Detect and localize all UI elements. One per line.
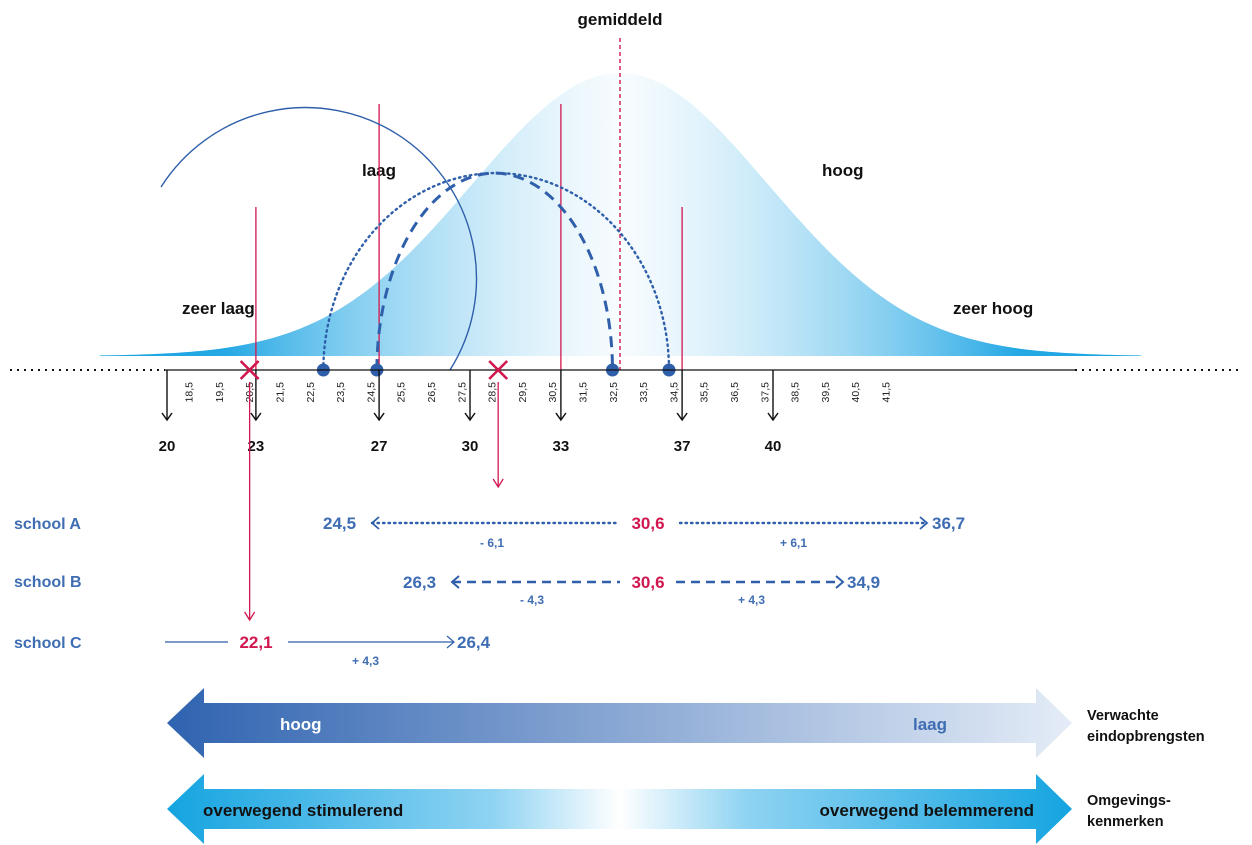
score-marker-30-6 — [488, 360, 509, 380]
minor-tick-label: 37,5 — [759, 382, 771, 403]
school-b-label: school B — [14, 574, 82, 591]
minor-tick-label: 28,5 — [487, 382, 499, 403]
major-ticks: 20 23 27 30 33 37 40 — [159, 370, 782, 455]
minor-tick-label: 38,5 — [790, 382, 802, 403]
major-tick-label: 33 — [553, 438, 570, 455]
environment-right-label: overwegend belemmerend — [820, 801, 1034, 820]
school-c-score: 22,1 — [239, 633, 272, 652]
major-tick-label: 40 — [765, 438, 782, 455]
school-a-right-arrowhead — [919, 516, 929, 530]
school-c-plus: + 4,3 — [352, 654, 379, 668]
major-tick-label: 27 — [371, 438, 388, 455]
minor-tick-label: 39,5 — [820, 382, 832, 403]
school-a-label: school A — [14, 516, 81, 533]
score-drop-arrowhead-c — [244, 611, 256, 622]
minor-tick-label: 32,5 — [608, 382, 620, 403]
minor-tick-label: 36,5 — [729, 382, 741, 403]
minor-tick-label: 40,5 — [850, 382, 862, 403]
environment-left-label: overwegend stimulerend — [203, 801, 403, 820]
minor-tick-label: 41,5 — [880, 382, 892, 403]
region-label-zeer-hoog: zeer hoog — [953, 299, 1033, 318]
school-b-low: 26,3 — [403, 573, 436, 592]
environment-arrow-shape — [167, 774, 1072, 844]
minor-tick-label: 19,5 — [214, 382, 226, 403]
school-a-low: 24,5 — [323, 514, 356, 533]
expected-results-right-label: laag — [913, 715, 947, 734]
minor-tick-label: 35,5 — [699, 382, 711, 403]
school-c-arc — [160, 106, 478, 371]
minor-tick-label: 34,5 — [668, 382, 680, 403]
minor-tick-label: 29,5 — [517, 382, 529, 403]
minor-tick-label: 30,5 — [547, 382, 559, 403]
school-b-left-arrowhead — [450, 575, 460, 589]
school-b-minus: - 4,3 — [520, 593, 544, 607]
minor-ticks: 18,519,520,521,522,523,524,525,526,527,5… — [184, 382, 893, 403]
bell-curve — [100, 73, 1142, 356]
score-markers — [239, 360, 509, 622]
minor-tick-label: 21,5 — [274, 382, 286, 403]
minor-tick-label: 31,5 — [577, 382, 589, 403]
major-tick-label: 37 — [674, 438, 691, 455]
minor-tick-label: 23,5 — [335, 382, 347, 403]
school-rows: school A 24,5 30,6 36,7 - 6,1 + 6,1 scho… — [14, 514, 965, 668]
score-marker-22-1 — [239, 360, 260, 380]
school-c-high: 26,4 — [457, 633, 491, 652]
minor-tick-label: 22,5 — [305, 382, 317, 403]
school-a-plus: + 6,1 — [780, 536, 807, 550]
expected-results-arrow-shape — [167, 688, 1072, 758]
expected-results-side-label-1: Verwachte — [1087, 708, 1159, 724]
school-c-right-arrowhead — [446, 635, 455, 649]
region-label-hoog: hoog — [822, 161, 864, 180]
minor-tick-label: 33,5 — [638, 382, 650, 403]
school-a-score: 30,6 — [631, 514, 664, 533]
minor-tick-label: 26,5 — [426, 382, 438, 403]
region-label-zeer-laag: zeer laag — [182, 299, 255, 318]
school-a-left-arrowhead — [370, 516, 380, 530]
expected-results-arrow: hoog laag Verwachte eindopbrengsten — [167, 688, 1205, 758]
environment-side-label-2: kenmerken — [1087, 814, 1164, 830]
minor-tick-label: 25,5 — [396, 382, 408, 403]
school-b-arc — [375, 171, 614, 371]
score-drop-arrowhead-a — [492, 478, 504, 489]
minor-tick-label: 24,5 — [365, 382, 377, 403]
environment-arrow: overwegend stimulerend overwegend belemm… — [167, 774, 1171, 844]
major-tick-label: 30 — [462, 438, 479, 455]
school-b-plus: + 4,3 — [738, 593, 765, 607]
school-c-label: school C — [14, 635, 82, 652]
school-b-high: 34,9 — [847, 573, 880, 592]
minor-tick-label: 18,5 — [184, 382, 196, 403]
mean-label: gemiddeld — [577, 10, 662, 29]
school-a-high: 36,7 — [932, 514, 965, 533]
school-b-right-arrowhead — [835, 575, 845, 589]
environment-side-label-1: Omgevings- — [1087, 793, 1171, 809]
school-b-score: 30,6 — [631, 573, 664, 592]
minor-tick-label: 27,5 — [456, 382, 468, 403]
expected-results-side-label-2: eindopbrengsten — [1087, 729, 1205, 745]
expected-results-left-label: hoog — [280, 715, 322, 734]
school-interval-lines — [165, 516, 929, 649]
major-tick-label: 20 — [159, 438, 176, 455]
school-a-minus: - 6,1 — [480, 536, 504, 550]
major-tick-label: 23 — [248, 438, 265, 455]
